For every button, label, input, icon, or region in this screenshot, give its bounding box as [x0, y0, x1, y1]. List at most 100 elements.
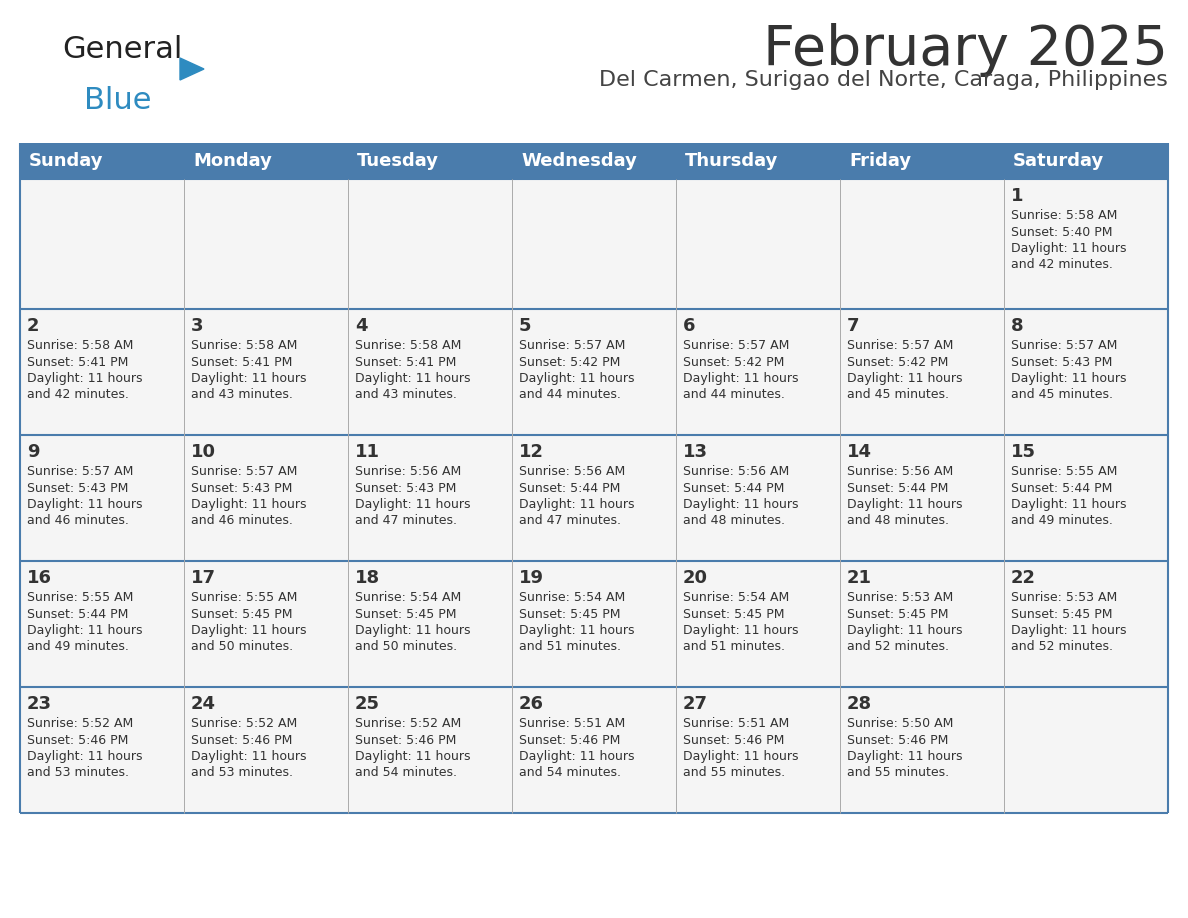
Text: Daylight: 11 hours: Daylight: 11 hours	[355, 372, 470, 385]
Bar	[20, 561, 1168, 687]
Text: and 43 minutes.: and 43 minutes.	[355, 388, 457, 401]
Text: Saturday: Saturday	[1013, 152, 1105, 170]
Text: Sunset: 5:42 PM: Sunset: 5:42 PM	[519, 355, 620, 368]
Text: and 48 minutes.: and 48 minutes.	[683, 514, 785, 528]
Text: Sunrise: 5:54 AM: Sunrise: 5:54 AM	[355, 591, 461, 604]
Text: Sunrise: 5:57 AM: Sunrise: 5:57 AM	[847, 339, 954, 352]
Text: and 44 minutes.: and 44 minutes.	[683, 388, 785, 401]
Text: and 42 minutes.: and 42 minutes.	[27, 388, 128, 401]
Text: Sunrise: 5:58 AM: Sunrise: 5:58 AM	[355, 339, 461, 352]
Text: 8: 8	[1011, 317, 1024, 335]
Text: Daylight: 11 hours: Daylight: 11 hours	[355, 624, 470, 637]
Text: Sunset: 5:45 PM: Sunset: 5:45 PM	[191, 608, 292, 621]
Text: Sunset: 5:41 PM: Sunset: 5:41 PM	[355, 355, 456, 368]
Text: Sunrise: 5:57 AM: Sunrise: 5:57 AM	[1011, 339, 1118, 352]
Text: Sunset: 5:42 PM: Sunset: 5:42 PM	[847, 355, 948, 368]
Text: Blue: Blue	[84, 86, 152, 115]
Text: Daylight: 11 hours: Daylight: 11 hours	[355, 498, 470, 511]
Text: and 45 minutes.: and 45 minutes.	[1011, 388, 1113, 401]
Text: and 55 minutes.: and 55 minutes.	[683, 767, 785, 779]
Text: Tuesday: Tuesday	[358, 152, 440, 170]
Text: 19: 19	[519, 569, 544, 587]
Text: Del Carmen, Surigao del Norte, Caraga, Philippines: Del Carmen, Surigao del Norte, Caraga, P…	[599, 70, 1168, 90]
Bar	[20, 179, 1168, 309]
Text: 10: 10	[191, 443, 216, 461]
Text: February 2025: February 2025	[763, 23, 1168, 77]
Text: Daylight: 11 hours: Daylight: 11 hours	[847, 498, 962, 511]
Text: Wednesday: Wednesday	[522, 152, 637, 170]
Text: Daylight: 11 hours: Daylight: 11 hours	[355, 750, 470, 763]
Text: 7: 7	[847, 317, 859, 335]
Text: Sunrise: 5:58 AM: Sunrise: 5:58 AM	[27, 339, 133, 352]
Text: Daylight: 11 hours: Daylight: 11 hours	[519, 372, 634, 385]
Text: 17: 17	[191, 569, 216, 587]
Text: Sunrise: 5:53 AM: Sunrise: 5:53 AM	[1011, 591, 1117, 604]
Text: Sunset: 5:44 PM: Sunset: 5:44 PM	[519, 482, 620, 495]
Text: Sunset: 5:44 PM: Sunset: 5:44 PM	[27, 608, 128, 621]
Text: Daylight: 11 hours: Daylight: 11 hours	[1011, 498, 1126, 511]
Text: and 53 minutes.: and 53 minutes.	[191, 767, 293, 779]
Text: Daylight: 11 hours: Daylight: 11 hours	[27, 750, 143, 763]
Text: Daylight: 11 hours: Daylight: 11 hours	[1011, 242, 1126, 255]
Text: 28: 28	[847, 695, 872, 713]
Text: 23: 23	[27, 695, 52, 713]
Bar	[20, 143, 1168, 179]
Text: Daylight: 11 hours: Daylight: 11 hours	[683, 372, 798, 385]
Text: Sunset: 5:46 PM: Sunset: 5:46 PM	[683, 733, 784, 746]
Text: Daylight: 11 hours: Daylight: 11 hours	[519, 750, 634, 763]
Text: and 49 minutes.: and 49 minutes.	[1011, 514, 1113, 528]
Text: Daylight: 11 hours: Daylight: 11 hours	[191, 498, 307, 511]
Text: Sunrise: 5:57 AM: Sunrise: 5:57 AM	[191, 465, 297, 478]
Text: Sunrise: 5:52 AM: Sunrise: 5:52 AM	[355, 717, 461, 730]
Text: 1: 1	[1011, 187, 1024, 205]
Text: Daylight: 11 hours: Daylight: 11 hours	[1011, 624, 1126, 637]
Text: Daylight: 11 hours: Daylight: 11 hours	[847, 624, 962, 637]
Text: Sunset: 5:45 PM: Sunset: 5:45 PM	[1011, 608, 1112, 621]
Text: Sunset: 5:43 PM: Sunset: 5:43 PM	[355, 482, 456, 495]
Text: Daylight: 11 hours: Daylight: 11 hours	[847, 372, 962, 385]
Text: Daylight: 11 hours: Daylight: 11 hours	[847, 750, 962, 763]
Text: and 51 minutes.: and 51 minutes.	[683, 641, 785, 654]
Text: Daylight: 11 hours: Daylight: 11 hours	[683, 498, 798, 511]
Text: and 54 minutes.: and 54 minutes.	[355, 767, 457, 779]
Text: and 47 minutes.: and 47 minutes.	[519, 514, 621, 528]
Text: Daylight: 11 hours: Daylight: 11 hours	[1011, 372, 1126, 385]
Text: 4: 4	[355, 317, 367, 335]
Text: Sunrise: 5:55 AM: Sunrise: 5:55 AM	[1011, 465, 1118, 478]
Text: Monday: Monday	[192, 152, 272, 170]
Text: Sunset: 5:45 PM: Sunset: 5:45 PM	[519, 608, 620, 621]
Text: Sunset: 5:44 PM: Sunset: 5:44 PM	[683, 482, 784, 495]
Text: Sunset: 5:43 PM: Sunset: 5:43 PM	[27, 482, 128, 495]
Text: Sunset: 5:45 PM: Sunset: 5:45 PM	[683, 608, 784, 621]
Text: Sunrise: 5:56 AM: Sunrise: 5:56 AM	[519, 465, 625, 478]
Bar	[20, 435, 1168, 561]
Text: Sunset: 5:44 PM: Sunset: 5:44 PM	[847, 482, 948, 495]
Text: Thursday: Thursday	[685, 152, 778, 170]
Text: Sunset: 5:43 PM: Sunset: 5:43 PM	[191, 482, 292, 495]
Text: Sunrise: 5:50 AM: Sunrise: 5:50 AM	[847, 717, 954, 730]
Text: and 54 minutes.: and 54 minutes.	[519, 767, 621, 779]
Text: Sunrise: 5:58 AM: Sunrise: 5:58 AM	[1011, 209, 1118, 222]
Text: 24: 24	[191, 695, 216, 713]
Text: 25: 25	[355, 695, 380, 713]
Text: Sunrise: 5:56 AM: Sunrise: 5:56 AM	[355, 465, 461, 478]
Text: 27: 27	[683, 695, 708, 713]
Text: Daylight: 11 hours: Daylight: 11 hours	[191, 624, 307, 637]
Text: Sunset: 5:46 PM: Sunset: 5:46 PM	[355, 733, 456, 746]
Text: Sunrise: 5:51 AM: Sunrise: 5:51 AM	[683, 717, 789, 730]
Text: Sunset: 5:43 PM: Sunset: 5:43 PM	[1011, 355, 1112, 368]
Text: Sunrise: 5:56 AM: Sunrise: 5:56 AM	[847, 465, 953, 478]
Text: Friday: Friday	[849, 152, 911, 170]
Text: Sunset: 5:40 PM: Sunset: 5:40 PM	[1011, 226, 1112, 239]
Text: and 49 minutes.: and 49 minutes.	[27, 641, 128, 654]
Bar	[20, 687, 1168, 813]
Text: 15: 15	[1011, 443, 1036, 461]
Text: Daylight: 11 hours: Daylight: 11 hours	[191, 750, 307, 763]
Text: General: General	[62, 35, 183, 64]
Text: and 51 minutes.: and 51 minutes.	[519, 641, 621, 654]
Text: Sunrise: 5:56 AM: Sunrise: 5:56 AM	[683, 465, 789, 478]
Text: Sunrise: 5:58 AM: Sunrise: 5:58 AM	[191, 339, 297, 352]
Text: Sunrise: 5:51 AM: Sunrise: 5:51 AM	[519, 717, 625, 730]
Text: Daylight: 11 hours: Daylight: 11 hours	[683, 624, 798, 637]
Text: and 46 minutes.: and 46 minutes.	[191, 514, 293, 528]
